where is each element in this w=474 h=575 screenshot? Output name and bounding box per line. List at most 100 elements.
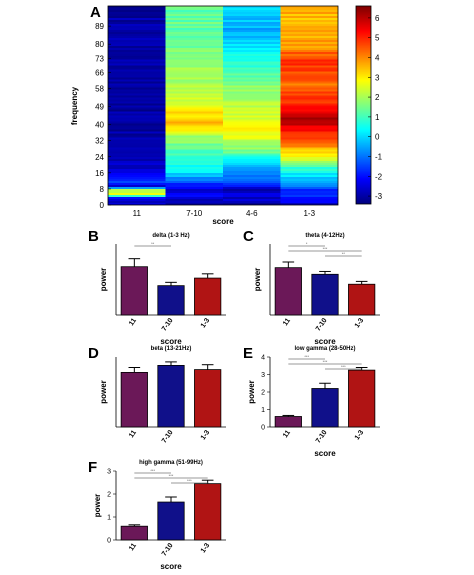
heatmap-y-tick-label: 66	[95, 68, 104, 77]
x-axis-label: score	[314, 337, 336, 346]
heatmap-x-tick-label: 1-3	[303, 209, 315, 218]
significance-label: **	[342, 251, 346, 256]
bar-7-10	[311, 388, 339, 428]
panel-letter: D	[88, 345, 99, 362]
colorbar-tick-label: -2	[375, 172, 383, 181]
bar-11	[274, 416, 302, 428]
heatmap-y-label: frequency	[70, 86, 79, 125]
colorbar-tick-label: 6	[375, 14, 380, 23]
x-tick-label: 7-10	[315, 317, 329, 333]
x-tick-label: 1-3	[200, 542, 212, 554]
x-tick-label: 1-3	[200, 429, 212, 441]
panel-title: delta (1-3 Hz)	[152, 233, 189, 239]
heatmap-x-tick-label: 4-6	[246, 209, 258, 218]
colorbar-tick-label: -3	[375, 192, 383, 201]
bar-1-3	[348, 283, 376, 316]
colorbar-frame	[355, 5, 372, 205]
x-axis-label: score	[160, 337, 182, 346]
colorbar-tick-label: 4	[375, 53, 380, 62]
y-axis-label: power	[99, 268, 108, 292]
y-axis-label: power	[93, 494, 102, 518]
x-tick-label: 7-10	[161, 317, 175, 333]
panel-letter: E	[243, 345, 253, 362]
y-axis-label: power	[247, 380, 256, 404]
significance-label: **	[151, 241, 155, 246]
x-tick-label: 11	[282, 317, 292, 327]
heatmap-y-tick-label: 89	[95, 22, 104, 31]
colorbar-tick-label: 3	[375, 73, 380, 82]
bar-1-3	[194, 277, 222, 316]
y-tick-label: 0	[107, 538, 111, 545]
y-tick-label: 2	[107, 492, 111, 499]
x-tick-label: 1-3	[354, 429, 366, 441]
heatmap-x-ticks: 11 7-10 4-6 1-3	[133, 209, 316, 218]
colorbar-image	[356, 6, 371, 204]
x-tick-label: 11	[128, 429, 138, 439]
colorbar-tick-label: 2	[375, 93, 380, 102]
x-tick-label: 1-3	[200, 317, 212, 329]
bar-7-10	[157, 364, 185, 428]
x-axis-label: score	[314, 449, 336, 458]
bar-11	[120, 266, 148, 316]
panel-letter: C	[243, 228, 254, 245]
y-tick-label: 1	[107, 515, 111, 522]
significance-label: ***	[304, 354, 309, 359]
significance-label: ***	[323, 359, 328, 364]
x-tick-label: 7-10	[161, 429, 175, 445]
colorbar-tick-label: -1	[375, 152, 383, 161]
x-tick-label: 11	[128, 317, 138, 327]
bar-1-3	[194, 369, 222, 428]
heatmap-y-tick-label: 8	[100, 185, 105, 194]
y-tick-label: 2	[261, 390, 265, 397]
x-tick-label: 7-10	[315, 429, 329, 445]
y-tick-label: 0	[261, 425, 265, 432]
panel-title: theta (4-12Hz)	[305, 233, 344, 239]
x-tick-label: 7-10	[161, 542, 175, 558]
bar-7-10	[157, 501, 185, 541]
panel-letter: B	[88, 228, 99, 245]
heatmap-y-tick-label: 0	[100, 201, 105, 210]
significance-label: ***	[187, 478, 192, 483]
bar-7-10	[157, 285, 185, 316]
x-tick-label: 11	[282, 429, 292, 439]
panel-title: beta (13-21Hz)	[151, 346, 192, 352]
heatmap-x-tick-label: 7-10	[186, 209, 203, 218]
heatmap-y-tick-label: 49	[95, 103, 104, 112]
heatmap-x-tick-label: 11	[133, 209, 142, 218]
bar-7-10	[311, 273, 339, 316]
significance-label: ***	[169, 473, 174, 478]
y-tick-label: 3	[107, 469, 111, 476]
heatmap-y-tick-label: 73	[95, 54, 104, 63]
y-axis-label: power	[253, 268, 262, 292]
colorbar-ticks: 6 5 4 3 2 1 0 -1 -2 -3	[368, 14, 383, 201]
significance-label: ***	[150, 468, 155, 473]
x-tick-label: 1-3	[354, 317, 366, 329]
y-tick-label: 3	[261, 372, 265, 379]
panel-title: low gamma (28-50Hz)	[294, 346, 355, 352]
bar-11	[274, 267, 302, 316]
heatmap-y-tick-label: 80	[95, 40, 104, 49]
heatmap-y-tick-label: 24	[95, 153, 104, 162]
heatmap-y-tick-label: 16	[95, 169, 104, 178]
heatmap-image	[108, 6, 338, 205]
heatmap-x-label: score	[212, 217, 234, 226]
significance-label: ***	[341, 364, 346, 369]
panel-letter: F	[88, 459, 97, 476]
x-tick-label: 11	[128, 542, 138, 552]
y-axis-label: power	[99, 380, 108, 404]
colorbar-tick-label: 1	[375, 113, 380, 122]
bar-11	[120, 371, 148, 428]
y-tick-label: 4	[261, 355, 265, 362]
significance-label: *	[306, 241, 308, 246]
x-axis-label: score	[160, 562, 182, 571]
significance-label: ***	[323, 246, 328, 251]
